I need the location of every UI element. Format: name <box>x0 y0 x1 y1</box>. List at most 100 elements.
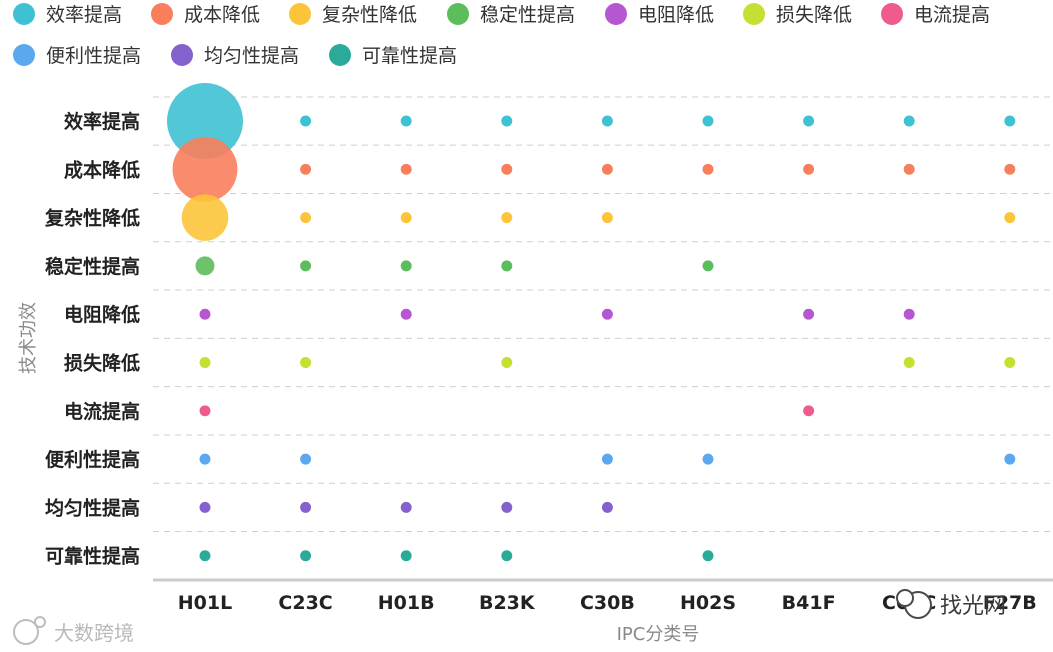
legend-swatch <box>881 3 903 25</box>
legend-label: 便利性提高 <box>46 45 141 67</box>
bubble-point[interactable] <box>1004 163 1016 175</box>
legend-item[interactable]: 电流提高 <box>881 3 990 26</box>
bubble-point[interactable] <box>702 453 714 465</box>
bubble-point[interactable] <box>195 256 215 276</box>
bubble-point[interactable] <box>501 163 513 175</box>
bubble-point[interactable] <box>501 115 513 127</box>
bubble-point[interactable] <box>903 308 915 320</box>
bubble-point[interactable] <box>803 115 815 127</box>
y-tick-label: 可靠性提高 <box>45 545 140 568</box>
watermark-right-text: 找光网 <box>940 594 1006 619</box>
x-tick-label: H02S <box>680 592 736 614</box>
y-tick-label: 成本降低 <box>64 158 140 181</box>
legend-swatch <box>171 44 193 66</box>
bubble-point[interactable] <box>172 136 238 202</box>
bubble-point[interactable] <box>400 501 412 513</box>
bubble-point[interactable] <box>400 550 412 562</box>
watermark-left-icon <box>13 619 39 645</box>
bubble-point[interactable] <box>601 212 613 224</box>
bubble-point[interactable] <box>300 260 312 272</box>
bubble-marks <box>167 83 1016 562</box>
bubble-point[interactable] <box>702 550 714 562</box>
legend-swatch <box>13 3 35 25</box>
legend-item[interactable]: 复杂性降低 <box>289 3 417 26</box>
bubble-point[interactable] <box>300 212 312 224</box>
legend-label: 稳定性提高 <box>480 4 575 26</box>
legend-item[interactable]: 电阻降低 <box>605 3 714 26</box>
legend-label: 复杂性降低 <box>322 4 417 26</box>
legend-swatch <box>329 44 351 66</box>
bubble-point[interactable] <box>702 260 714 272</box>
bubble-point[interactable] <box>199 453 211 465</box>
x-axis-title: IPC分类号 <box>617 624 700 645</box>
watermark-left-icon-dot <box>34 616 46 628</box>
x-tick-label: F27B <box>983 592 1037 614</box>
x-tick-label: C23C <box>278 592 332 614</box>
bubble-point[interactable] <box>601 163 613 175</box>
grid-lines <box>153 96 1053 533</box>
legend-swatch <box>289 3 311 25</box>
bubble-point[interactable] <box>300 357 312 368</box>
bubble-point[interactable] <box>199 308 211 320</box>
legend-label: 成本降低 <box>184 4 260 26</box>
bubble-point[interactable] <box>702 115 714 127</box>
bubble-point[interactable] <box>702 163 714 175</box>
bubble-point[interactable] <box>501 260 513 272</box>
bubble-point[interactable] <box>803 163 815 175</box>
bubble-point[interactable] <box>167 83 243 159</box>
bubble-point[interactable] <box>601 308 613 320</box>
bubble-point[interactable] <box>1004 115 1016 127</box>
y-tick-label: 均匀性提高 <box>45 496 140 519</box>
bubble-point[interactable] <box>501 501 513 513</box>
bubble-point[interactable] <box>501 212 513 224</box>
watermark-left-text: 大数跨境 <box>54 621 134 645</box>
bubble-point[interactable] <box>501 357 513 368</box>
bubble-point[interactable] <box>803 308 815 320</box>
bubble-point[interactable] <box>300 163 312 175</box>
y-axis-tick-labels: 效率提高成本降低复杂性降低稳定性提高电阻降低损失降低电流提高便利性提高均匀性提高… <box>44 110 140 568</box>
legend-item[interactable]: 效率提高 <box>13 3 122 26</box>
legend-item[interactable]: 可靠性提高 <box>329 44 457 67</box>
bubble-point[interactable] <box>601 501 613 513</box>
legend-item[interactable]: 便利性提高 <box>13 44 141 67</box>
bubble-point[interactable] <box>199 405 211 417</box>
bubble-point[interactable] <box>300 453 312 465</box>
legend-swatch <box>13 44 35 66</box>
bubble-point[interactable] <box>400 115 412 127</box>
legend-item[interactable]: 成本降低 <box>151 3 260 26</box>
bubble-point[interactable] <box>1004 357 1016 368</box>
y-tick-label: 稳定性提高 <box>45 255 140 278</box>
bubble-point[interactable] <box>1004 453 1016 465</box>
y-tick-label: 电流提高 <box>64 400 140 423</box>
bubble-point[interactable] <box>601 453 613 465</box>
bubble-point[interactable] <box>903 357 915 368</box>
bubble-point[interactable] <box>300 115 312 127</box>
legend-label: 效率提高 <box>46 4 122 26</box>
bubble-point[interactable] <box>300 550 312 562</box>
bubble-point[interactable] <box>400 212 412 224</box>
bubble-point[interactable] <box>199 550 211 562</box>
bubble-point[interactable] <box>400 308 412 320</box>
bubble-point[interactable] <box>1004 212 1016 224</box>
bubble-point[interactable] <box>601 115 613 127</box>
watermark-right: 找光网 <box>896 589 1006 619</box>
bubble-point[interactable] <box>501 550 513 562</box>
legend-swatch <box>151 3 173 25</box>
legend-item[interactable]: 均匀性提高 <box>171 44 299 67</box>
bubble-point[interactable] <box>199 357 211 368</box>
y-tick-label: 电阻降低 <box>64 303 140 326</box>
bubble-point[interactable] <box>300 501 312 513</box>
bubble-point[interactable] <box>400 163 412 175</box>
x-axis-tick-labels: H01LC23CH01BB23KC30BH02SB41FC04CF27B <box>178 592 1037 614</box>
legend-label: 可靠性提高 <box>362 45 457 67</box>
legend-item[interactable]: 损失降低 <box>743 3 852 26</box>
legend-item[interactable]: 稳定性提高 <box>447 3 575 26</box>
bubble-point[interactable] <box>903 163 915 175</box>
x-tick-label: B41F <box>782 592 836 614</box>
bubble-point[interactable] <box>400 260 412 272</box>
bubble-point[interactable] <box>803 405 815 417</box>
bubble-point[interactable] <box>181 194 229 241</box>
bubble-point[interactable] <box>903 115 915 127</box>
bubble-point[interactable] <box>199 501 211 513</box>
